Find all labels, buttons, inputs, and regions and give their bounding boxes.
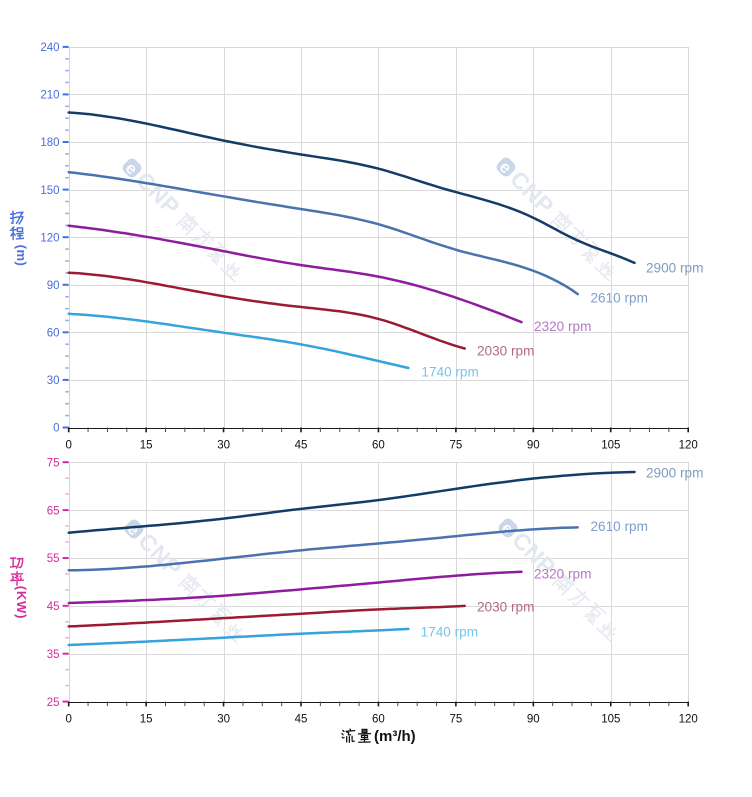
svg-text:2900 rpm: 2900 rpm (646, 260, 703, 275)
svg-text:105: 105 (601, 440, 620, 452)
svg-text:2900 rpm: 2900 rpm (646, 465, 703, 480)
svg-text:2610 rpm: 2610 rpm (591, 290, 648, 305)
svg-text:(m³/h): (m³/h) (374, 728, 416, 745)
svg-text:45: 45 (47, 601, 60, 613)
svg-text:60: 60 (47, 328, 60, 340)
svg-text:60: 60 (372, 714, 385, 726)
svg-text:2610 rpm: 2610 rpm (591, 519, 648, 534)
svg-text:2320 rpm: 2320 rpm (534, 566, 591, 581)
svg-text:1740 rpm: 1740 rpm (421, 364, 478, 379)
svg-text:(m): (m) (14, 245, 29, 267)
svg-text:90: 90 (527, 714, 540, 726)
svg-text:2030 rpm: 2030 rpm (477, 343, 534, 358)
svg-text:2320 rpm: 2320 rpm (534, 319, 591, 334)
svg-text:0: 0 (53, 423, 59, 435)
svg-text:75: 75 (450, 714, 463, 726)
svg-text:120: 120 (679, 714, 698, 726)
svg-text:75: 75 (450, 440, 463, 452)
svg-text:120: 120 (40, 232, 59, 244)
svg-text:150: 150 (40, 185, 59, 197)
svg-text:30: 30 (217, 440, 230, 452)
svg-text:30: 30 (47, 375, 60, 387)
svg-text:1740 rpm: 1740 rpm (421, 624, 478, 639)
svg-text:15: 15 (140, 714, 153, 726)
svg-text:65: 65 (47, 505, 60, 517)
svg-text:15: 15 (140, 440, 153, 452)
svg-text:2030 rpm: 2030 rpm (477, 599, 534, 614)
svg-text:240: 240 (40, 42, 59, 54)
svg-text:0: 0 (65, 714, 71, 726)
svg-text:180: 180 (40, 137, 59, 149)
svg-text:105: 105 (601, 714, 620, 726)
svg-text:35: 35 (47, 649, 60, 661)
svg-text:45: 45 (295, 440, 308, 452)
svg-text:120: 120 (679, 440, 698, 452)
svg-text:90: 90 (47, 280, 60, 292)
svg-text:(KW): (KW) (14, 586, 29, 620)
svg-text:45: 45 (295, 714, 308, 726)
svg-text:0: 0 (65, 440, 71, 452)
svg-text:75: 75 (47, 457, 60, 469)
svg-text:25: 25 (47, 697, 60, 709)
svg-text:30: 30 (217, 714, 230, 726)
svg-text:90: 90 (527, 440, 540, 452)
svg-text:55: 55 (47, 553, 60, 565)
svg-text:60: 60 (372, 440, 385, 452)
svg-text:210: 210 (40, 90, 59, 102)
